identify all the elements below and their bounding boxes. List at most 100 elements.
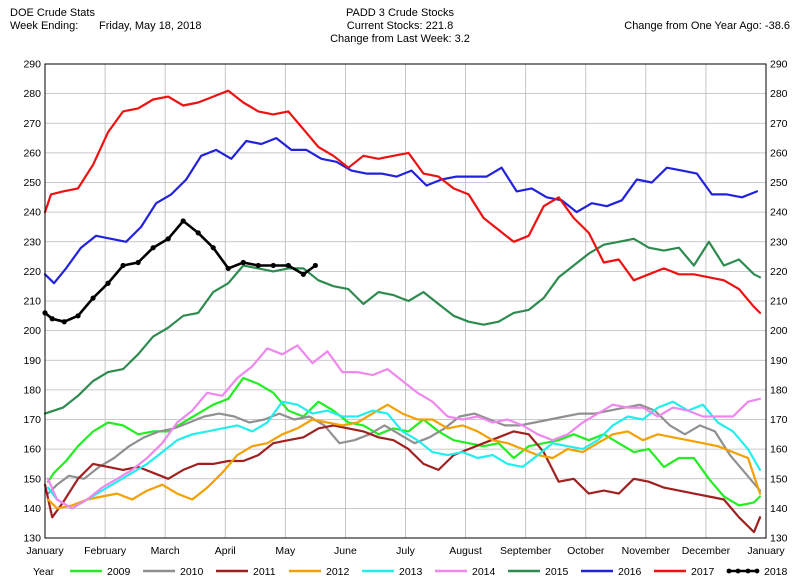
change-year-label: Change from One Year Ago: <box>624 20 762 32</box>
data-point-2018 <box>49 316 55 322</box>
y-tick-label-right: 200 <box>770 325 788 337</box>
series-line-2011 <box>43 424 762 534</box>
y-tick-label-left: 180 <box>23 384 41 396</box>
data-point-2018 <box>312 262 318 269</box>
y-tick-label-left: 270 <box>23 118 41 130</box>
series-line-2010 <box>46 403 762 495</box>
y-tick-label-right: 130 <box>770 533 788 545</box>
y-tick-label-left: 210 <box>23 296 41 308</box>
x-tick-label: June <box>334 545 357 557</box>
legend-title: Year <box>33 566 55 578</box>
data-point-2018 <box>225 265 231 272</box>
y-tick-label-left: 200 <box>23 325 41 337</box>
y-tick-label-right: 170 <box>770 414 788 426</box>
series-line-2016 <box>43 137 759 285</box>
series-line-2009 <box>46 376 762 507</box>
series-line-2012 <box>46 403 762 510</box>
legend-label-2014: 2014 <box>472 566 496 578</box>
legend-marker-2018 <box>735 568 741 574</box>
legend-marker-2018 <box>745 568 751 574</box>
x-tick-label: May <box>275 545 296 557</box>
x-tick-label: July <box>396 545 415 557</box>
legend-label-2012: 2012 <box>326 566 350 578</box>
series-lines <box>42 89 762 534</box>
legend-marker-2018 <box>726 568 732 574</box>
legend: Year 2009 2010 2011 2012 2013 2014 2015 2016 2017… <box>33 566 788 578</box>
y-tick-label-left: 230 <box>23 236 41 248</box>
legend-label-2013: 2013 <box>399 566 423 578</box>
data-point-2018 <box>255 262 261 269</box>
y-tick-label-right: 210 <box>770 296 788 308</box>
data-point-2018 <box>75 313 81 319</box>
data-point-2018 <box>300 271 306 277</box>
week-ending-label: Week Ending: <box>10 20 79 32</box>
y-tick-label-right: 290 <box>770 59 788 71</box>
legend-label-2017: 2017 <box>691 566 715 578</box>
chart-title: PADD 3 Crude Stocks <box>345 7 454 19</box>
legend-marker-2018 <box>754 568 760 574</box>
data-point-2018 <box>165 236 171 242</box>
y-tick-label-left: 250 <box>23 177 41 189</box>
x-tick-label: January <box>26 545 64 557</box>
series-line-2015 <box>43 237 762 415</box>
y-tick-label-left: 170 <box>23 414 41 426</box>
data-point-2018 <box>135 259 141 266</box>
change-year-value: -38.6 <box>764 20 790 32</box>
plot-frame <box>44 63 767 539</box>
y-tick-label-right: 220 <box>770 266 788 278</box>
legend-label-2018: 2018 <box>764 566 788 578</box>
y-tick-label-right: 260 <box>770 147 788 159</box>
x-tick-label: April <box>215 545 236 557</box>
x-tick-label: February <box>84 545 127 557</box>
current-stocks: Current Stocks: 221.8 <box>0 20 800 33</box>
legend-label-2015: 2015 <box>545 566 569 578</box>
legend-label-2009: 2009 <box>107 566 131 578</box>
y-tick-label-right: 140 <box>770 503 788 515</box>
data-point-2018 <box>285 262 291 269</box>
change-from-last-week: Change from Last Week: 3.2 <box>0 33 800 46</box>
y-tick-label-left: 220 <box>23 266 41 278</box>
y-tick-label-right: 180 <box>770 384 788 396</box>
data-point-2018 <box>105 280 111 286</box>
y-tick-label-right: 250 <box>770 177 788 189</box>
y-tick-label-left: 280 <box>23 88 41 100</box>
y-tick-label-right: 280 <box>770 88 788 100</box>
series-line-2017 <box>43 89 762 314</box>
y-tick-label-right: 160 <box>770 444 788 456</box>
series-line-2014 <box>46 344 762 510</box>
y-tick-label-left: 150 <box>23 473 41 485</box>
x-tick-label: March <box>151 545 180 557</box>
y-tick-label-left: 240 <box>23 207 41 219</box>
y-tick-label-left: 160 <box>23 444 41 456</box>
x-tick-label: December <box>682 545 731 557</box>
x-tick-label: August <box>449 545 482 557</box>
week-ending-value: Friday, May 18, 2018 <box>99 20 202 32</box>
x-tick-label: September <box>500 545 552 557</box>
x-tick-label: October <box>567 545 605 557</box>
y-tick-label-left: 290 <box>23 59 41 71</box>
current-stocks-label: Current Stocks: <box>346 20 423 32</box>
y-tick-label-right: 190 <box>770 355 788 367</box>
x-tick-label: November <box>622 545 671 557</box>
change-from-one-year-ago: Change from One Year Ago: -38.6 <box>624 20 790 33</box>
legend-label-2011: 2011 <box>253 566 276 578</box>
data-point-2018 <box>270 262 276 269</box>
current-stocks-value: 221.8 <box>425 20 454 32</box>
change-week-label: Change from Last Week: <box>330 33 452 45</box>
axes: 130 130 140 140 150 150 160 160 170 170 180 180 190 1… <box>23 59 787 558</box>
y-tick-label-left: 140 <box>23 503 41 515</box>
series-line-2013 <box>46 400 762 510</box>
y-tick-label-left: 190 <box>23 355 41 367</box>
data-point-2018 <box>150 245 156 251</box>
data-point-2018 <box>120 262 126 269</box>
y-tick-label-right: 150 <box>770 473 788 485</box>
legend-label-2016: 2016 <box>618 566 642 578</box>
y-tick-label-right: 230 <box>770 236 788 248</box>
app-title: DOE Crude Stats <box>10 7 95 19</box>
data-point-2018 <box>240 259 246 266</box>
y-tick-label-left: 260 <box>23 147 41 159</box>
legend-label-2010: 2010 <box>180 566 204 578</box>
y-tick-label-left: 130 <box>23 533 41 545</box>
change-week-value: 3.2 <box>454 33 470 45</box>
